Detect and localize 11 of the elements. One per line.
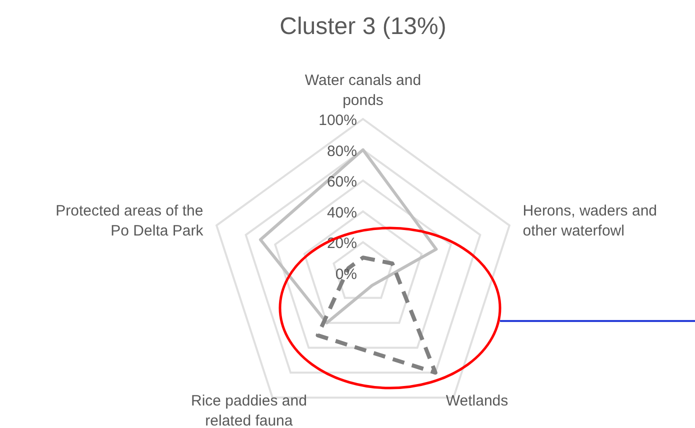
spoke-label: Wetlands xyxy=(446,392,508,410)
y-tick-label: 80% xyxy=(326,142,357,160)
y-tick-label: 60% xyxy=(326,174,357,191)
spoke-label: Herons, waders and other waterfowl xyxy=(522,202,658,240)
spoke-label: Water canals and ponds xyxy=(304,72,422,109)
spoke-label: Rice paddies and related fauna xyxy=(191,392,307,428)
y-tick-label: 100% xyxy=(318,112,357,129)
y-tick-label: 40% xyxy=(326,204,357,222)
chart-title: Cluster 3 (13%) xyxy=(280,13,446,40)
y-tick-label: 0% xyxy=(335,266,357,283)
spoke-label: Protected areas of the Po Delta Park xyxy=(56,202,204,240)
